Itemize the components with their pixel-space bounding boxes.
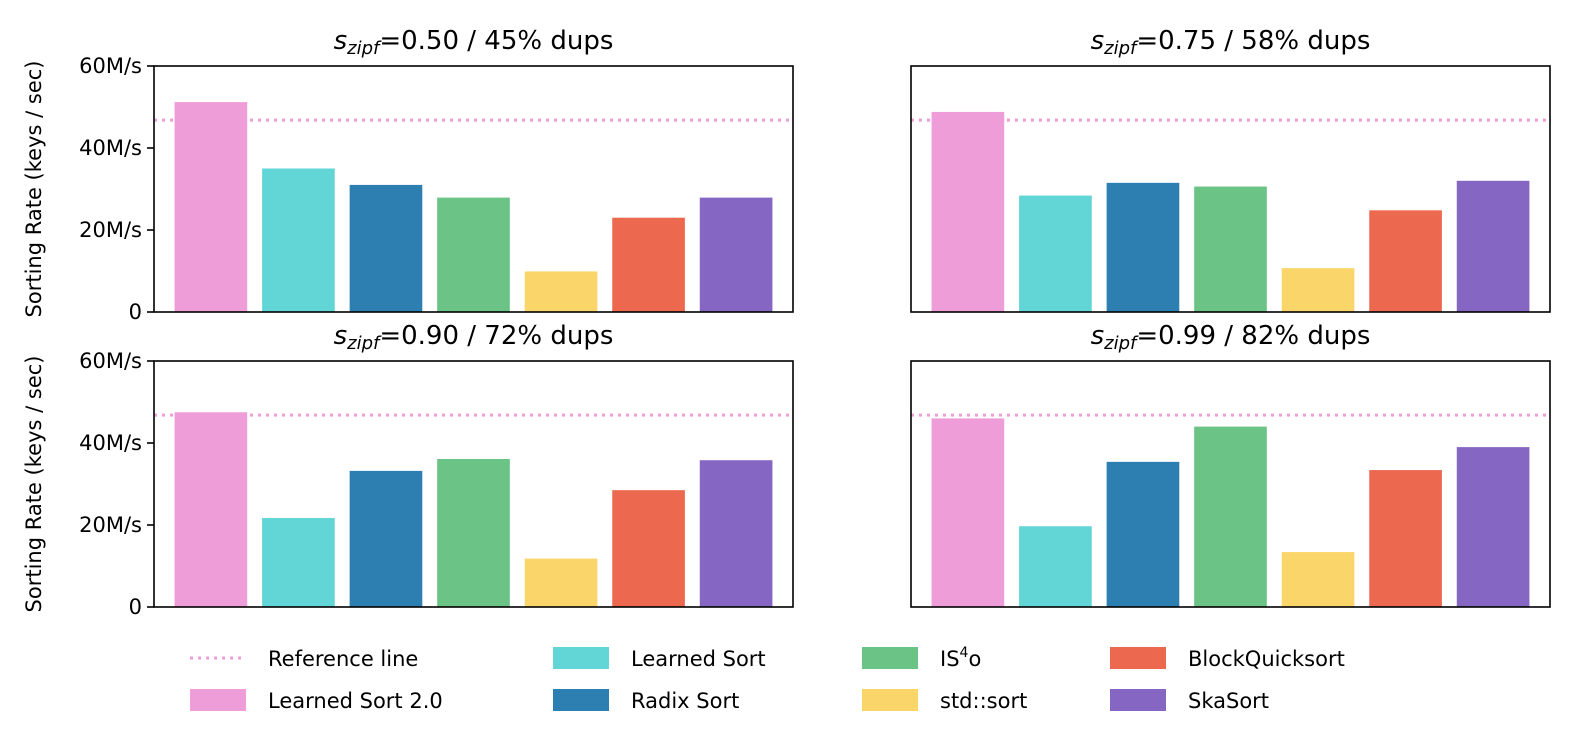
- legend-item: SkaSort: [1110, 689, 1269, 713]
- axes-frame: [910, 360, 1551, 608]
- y-axis-label: Sorting Rate (keys / sec): [22, 356, 46, 613]
- legend-label: Learned Sort 2.0: [268, 689, 443, 713]
- y-tick-label: 0: [129, 300, 142, 324]
- bar-2: [262, 168, 335, 312]
- bar-4: [437, 458, 510, 607]
- legend-item: std::sort: [862, 689, 1027, 713]
- bar-1: [174, 102, 248, 312]
- bar-5: [524, 271, 598, 312]
- bar-6: [1369, 210, 1442, 312]
- legend-item: BlockQuicksort: [1110, 647, 1345, 671]
- axes-frame: [910, 65, 1551, 313]
- panel-4: szipf=0.99 / 82% dups: [910, 321, 1551, 608]
- legend-label: SkaSort: [1188, 689, 1269, 713]
- legend-item: Learned Sort 2.0: [190, 689, 443, 713]
- legend-swatch: [553, 647, 609, 669]
- legend-swatch: [553, 689, 609, 711]
- bar-5: [1281, 268, 1355, 312]
- bar-2: [262, 518, 335, 607]
- bar-2: [1019, 195, 1092, 312]
- y-axis-label: Sorting Rate (keys / sec): [22, 61, 46, 318]
- bar-1: [174, 412, 248, 607]
- bar-4: [1194, 426, 1267, 607]
- y-tick-label: 20M/s: [79, 513, 142, 537]
- legend-item: Reference line: [190, 647, 418, 671]
- legend-label: Radix Sort: [631, 689, 739, 713]
- axes-frame: [153, 360, 794, 608]
- legend-label: IS4o: [940, 645, 981, 671]
- legend: Reference line Learned Sort 2.0 Learned So…: [190, 645, 1345, 713]
- bar-2: [1019, 526, 1092, 607]
- panel-1: 0 20M/s 40M/s 60M/s Sorting Rate (keys / sec…: [22, 26, 794, 324]
- y-tick-label: 0: [129, 595, 142, 619]
- bar-1: [931, 418, 1005, 607]
- legend-label: Learned Sort: [631, 647, 766, 671]
- bar-3: [1106, 182, 1180, 312]
- bar-7: [1456, 447, 1530, 607]
- bar-6: [612, 217, 685, 312]
- bar-5: [1281, 552, 1355, 607]
- bar-3: [349, 184, 423, 312]
- legend-swatch: [862, 689, 918, 711]
- panel-2: szipf=0.75 / 58% dups: [910, 26, 1551, 313]
- y-tick-label: 40M/s: [79, 136, 142, 160]
- legend-swatch: [1110, 689, 1166, 711]
- panel-title: szipf=0.99 / 82% dups: [1091, 321, 1371, 354]
- y-tick-label: 60M/s: [79, 349, 142, 373]
- legend-swatch: [862, 647, 918, 669]
- panel-title: szipf=0.50 / 45% dups: [334, 26, 614, 59]
- legend-label: BlockQuicksort: [1188, 647, 1345, 671]
- legend-item: IS4o: [862, 645, 981, 671]
- y-tick-label: 60M/s: [79, 54, 142, 78]
- y-tick-label: 40M/s: [79, 431, 142, 455]
- bar-5: [524, 558, 598, 607]
- bar-7: [1456, 180, 1530, 312]
- bar-6: [1369, 470, 1442, 607]
- panel-title: szipf=0.75 / 58% dups: [1091, 26, 1371, 59]
- bar-4: [437, 197, 510, 312]
- panel-title: szipf=0.90 / 72% dups: [334, 321, 614, 354]
- bar-3: [1106, 461, 1180, 607]
- bar-6: [612, 490, 685, 607]
- bar-7: [699, 197, 773, 312]
- axes-frame: [153, 65, 794, 313]
- y-tick-label: 20M/s: [79, 218, 142, 242]
- legend-swatch: [1110, 647, 1166, 669]
- legend-label: Reference line: [268, 647, 418, 671]
- panel-3: 0 20M/s 40M/s 60M/s Sorting Rate (keys / sec…: [22, 321, 794, 619]
- bar-4: [1194, 186, 1267, 312]
- legend-swatch: [190, 689, 246, 711]
- legend-item: Radix Sort: [553, 689, 739, 713]
- bar-7: [699, 460, 773, 607]
- bar-1: [931, 111, 1005, 312]
- bar-3: [349, 470, 423, 607]
- legend-item: Learned Sort: [553, 647, 766, 671]
- legend-label: std::sort: [940, 689, 1027, 713]
